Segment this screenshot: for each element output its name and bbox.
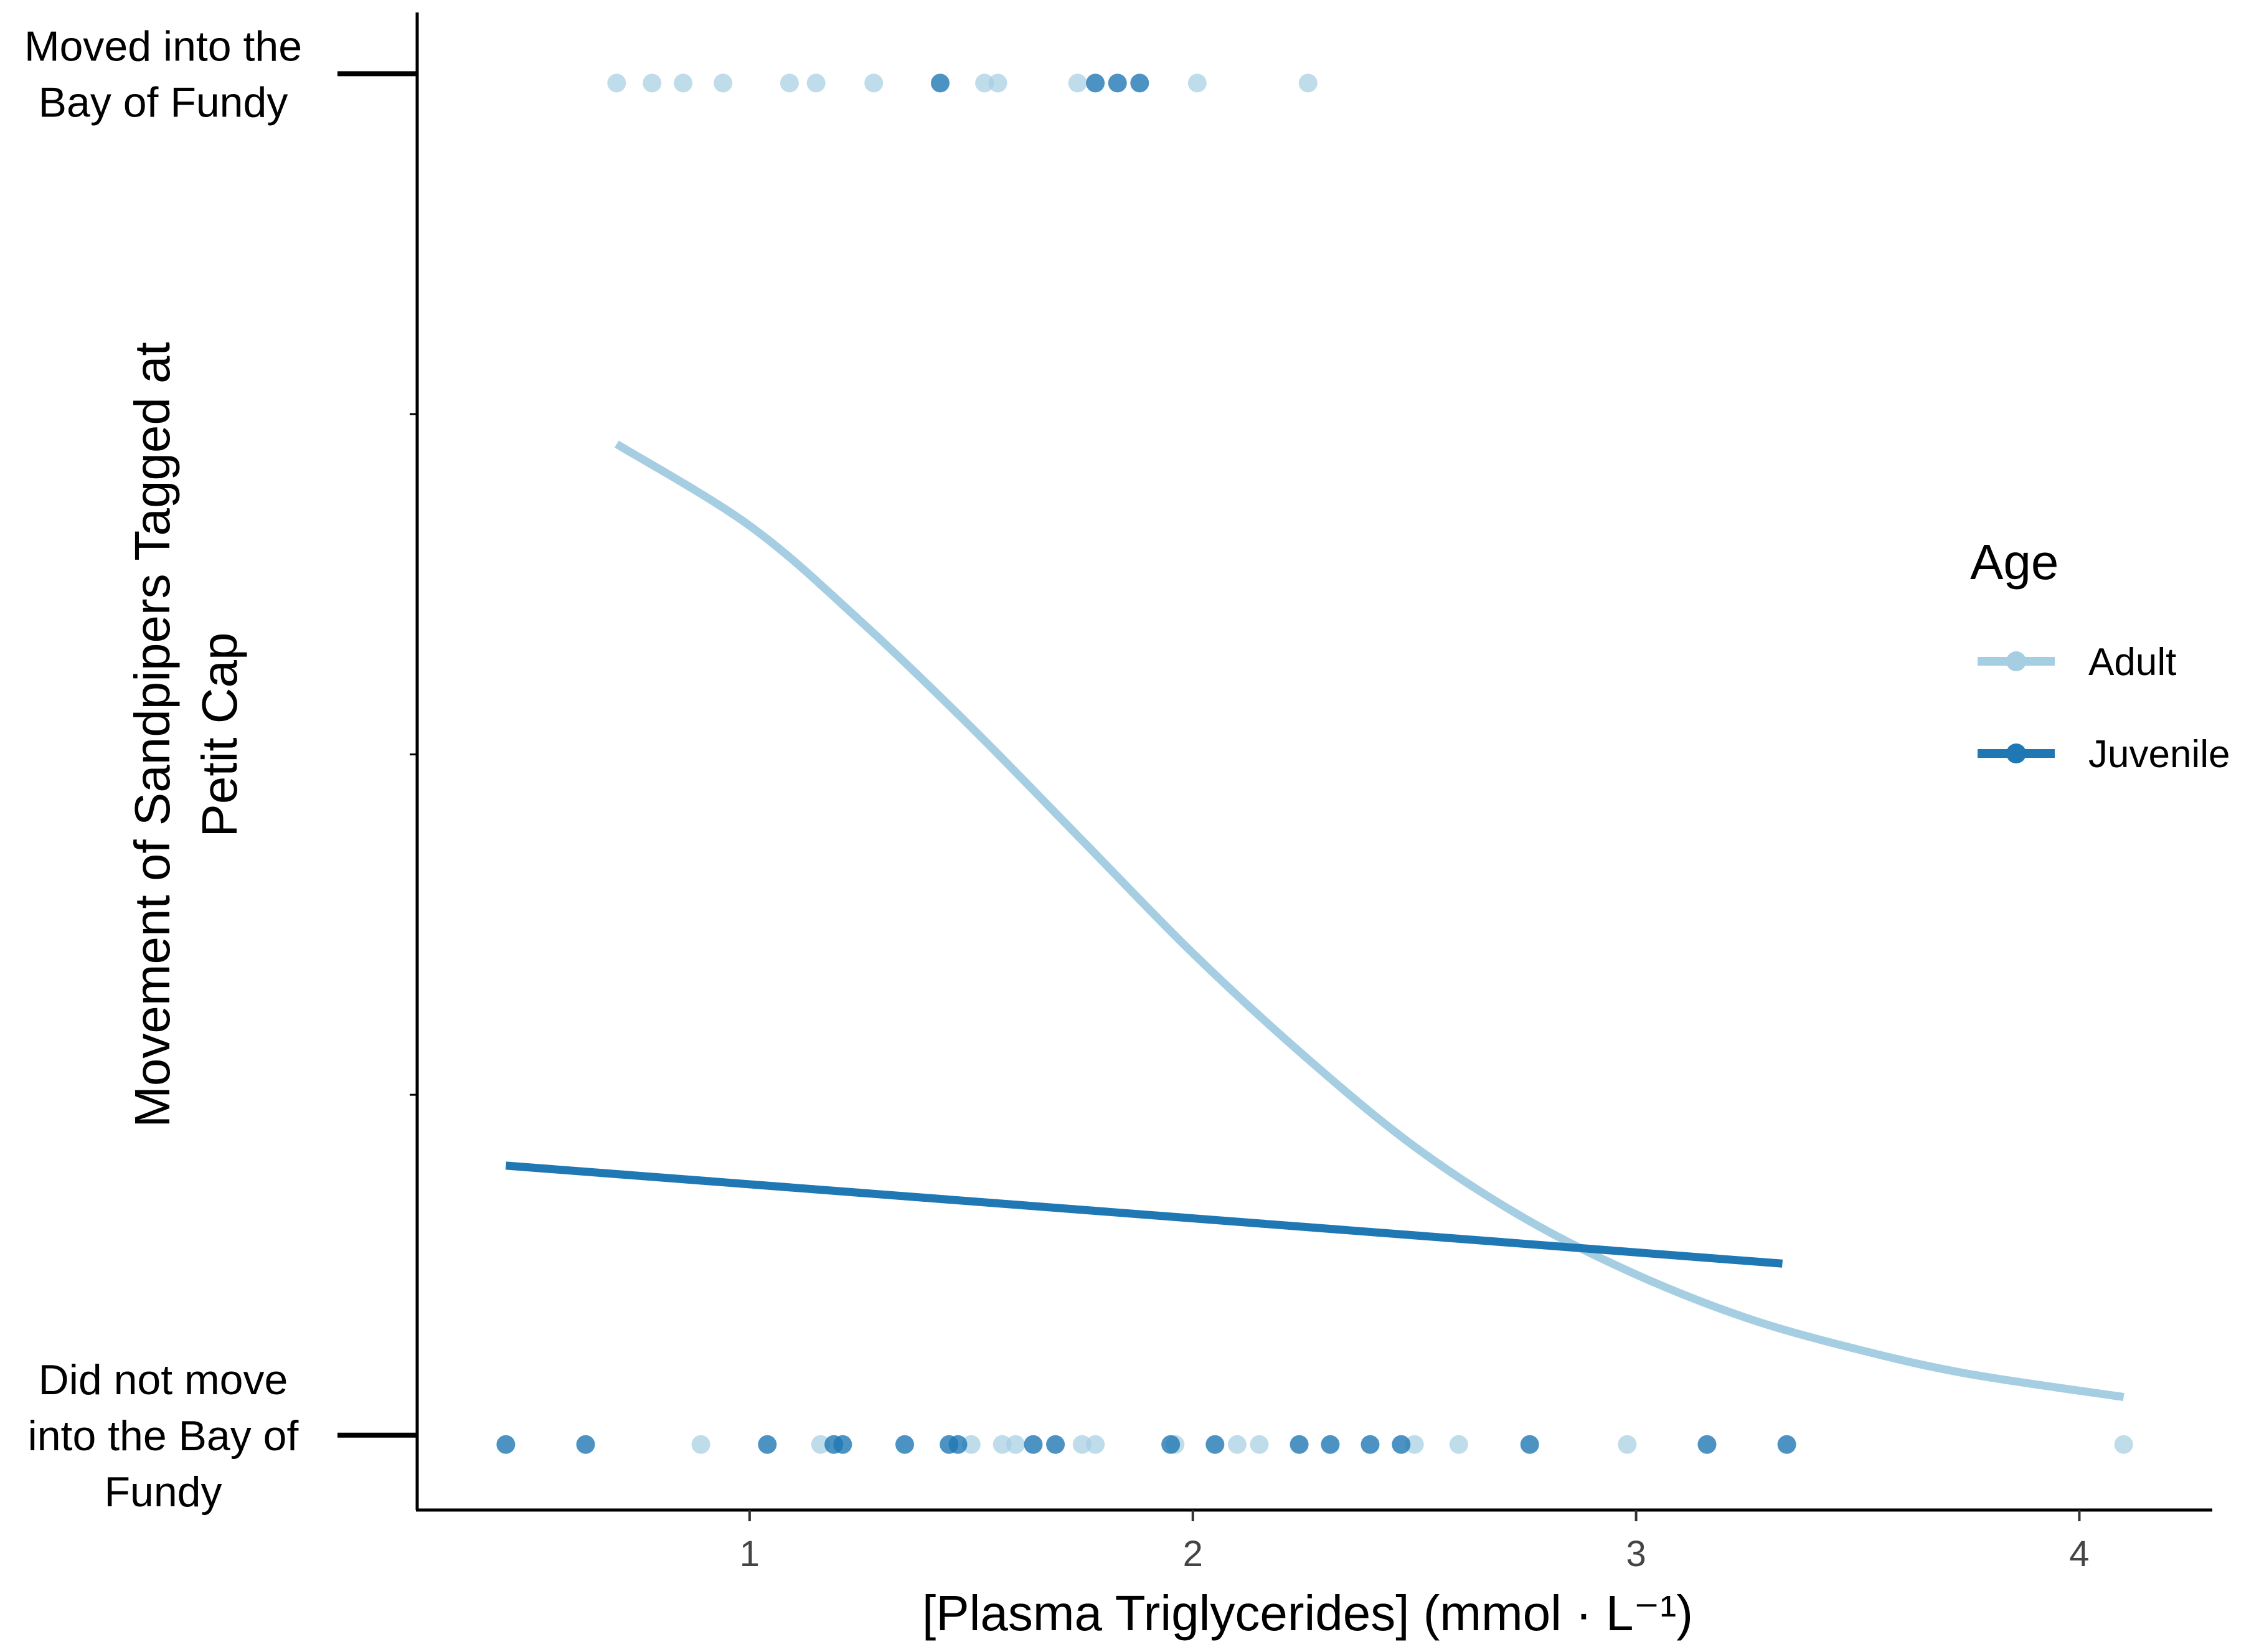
x-tick-label: 3 bbox=[1626, 1534, 1646, 1574]
data-point-juvenile bbox=[1290, 1435, 1309, 1454]
data-point-adult bbox=[988, 73, 1007, 93]
fit-line-adult bbox=[614, 440, 2125, 1401]
data-point-adult bbox=[1227, 1435, 1247, 1454]
data-point-juvenile bbox=[1361, 1435, 1380, 1454]
data-point-adult bbox=[1405, 1435, 1424, 1454]
data-point-juvenile bbox=[833, 1435, 852, 1454]
data-point-juvenile bbox=[948, 1435, 968, 1454]
y-axis-title: Movement of Sandpipers Tagged at Petit C… bbox=[125, 342, 247, 1128]
y-axis-title-line-1: Movement of Sandpipers Tagged at bbox=[125, 342, 180, 1128]
data-point-juvenile bbox=[1086, 73, 1105, 93]
data-point-juvenile bbox=[1697, 1435, 1717, 1454]
data-point-adult bbox=[691, 1435, 710, 1454]
data-point-adult bbox=[1006, 1435, 1025, 1454]
data-point-adult bbox=[1068, 73, 1087, 93]
data-point-adult bbox=[780, 73, 799, 93]
y-category-label: Fundy bbox=[105, 1468, 222, 1516]
data-point-adult bbox=[1250, 1435, 1269, 1454]
data-point-adult bbox=[1449, 1435, 1468, 1454]
data-point-juvenile bbox=[1130, 73, 1149, 93]
data-point-juvenile bbox=[1024, 1435, 1043, 1454]
axes: 1 2 3 4 Did not move into the Bay of Fundy Move… bbox=[24, 12, 2212, 1574]
data-point-adult bbox=[1298, 73, 1318, 93]
legend-key-adult bbox=[1978, 651, 2055, 671]
data-point-adult bbox=[1072, 1435, 1092, 1454]
data-point-adult bbox=[1618, 1435, 1637, 1454]
y-axis-title-line-2: Petit Cap bbox=[192, 632, 247, 837]
data-point-adult bbox=[961, 1435, 981, 1454]
legend: Age Adult Juvenile bbox=[1970, 534, 2230, 776]
data-point-adult bbox=[2114, 1435, 2133, 1454]
legend-label-juvenile: Juvenile bbox=[2088, 733, 2230, 776]
data-point-adult bbox=[714, 73, 733, 93]
data-point-adult bbox=[1187, 73, 1207, 93]
data-point-adult bbox=[643, 73, 662, 93]
legend-title: Age bbox=[1970, 534, 2059, 590]
data-point-adult bbox=[806, 73, 826, 93]
data-point-juvenile bbox=[1392, 1435, 1411, 1454]
data-point-adult bbox=[993, 1435, 1012, 1454]
data-point-adult bbox=[674, 73, 693, 93]
data-point-juvenile bbox=[758, 1435, 777, 1454]
legend-key-juvenile bbox=[1978, 743, 2055, 763]
y-category-label: Moved into the bbox=[24, 22, 302, 70]
data-point-juvenile bbox=[1777, 1435, 1796, 1454]
data-points bbox=[496, 73, 2133, 1454]
data-point-adult bbox=[607, 73, 626, 93]
y-category-label: into the Bay of bbox=[28, 1412, 299, 1460]
x-tick-label: 2 bbox=[1183, 1534, 1203, 1574]
legend-key-dot bbox=[2006, 651, 2026, 671]
x-tick-label: 4 bbox=[2069, 1534, 2089, 1574]
y-category-label: Did not move bbox=[39, 1356, 288, 1404]
y-category-label: Bay of Fundy bbox=[39, 78, 288, 126]
data-point-juvenile bbox=[1321, 1435, 1340, 1454]
fit-line-juvenile bbox=[505, 1161, 1783, 1268]
data-point-juvenile bbox=[895, 1435, 915, 1454]
data-point-adult bbox=[1086, 1435, 1105, 1454]
x-tick-label: 1 bbox=[740, 1534, 760, 1574]
data-point-juvenile bbox=[496, 1435, 516, 1454]
fit-lines bbox=[505, 440, 2125, 1401]
data-point-juvenile bbox=[1205, 1435, 1225, 1454]
data-point-adult bbox=[864, 73, 884, 93]
x-axis-title: [Plasma Triglycerides] (mmol · L⁻¹) bbox=[922, 1585, 1693, 1641]
data-point-juvenile bbox=[930, 73, 950, 93]
data-point-juvenile bbox=[1108, 73, 1127, 93]
data-point-juvenile bbox=[1046, 1435, 1065, 1454]
legend-key-dot bbox=[2006, 743, 2026, 763]
data-point-adult bbox=[811, 1435, 830, 1454]
data-point-juvenile bbox=[1161, 1435, 1181, 1454]
data-point-juvenile bbox=[1520, 1435, 1539, 1454]
data-point-adult bbox=[975, 73, 994, 93]
legend-label-adult: Adult bbox=[2088, 641, 2176, 684]
data-point-juvenile bbox=[576, 1435, 595, 1454]
